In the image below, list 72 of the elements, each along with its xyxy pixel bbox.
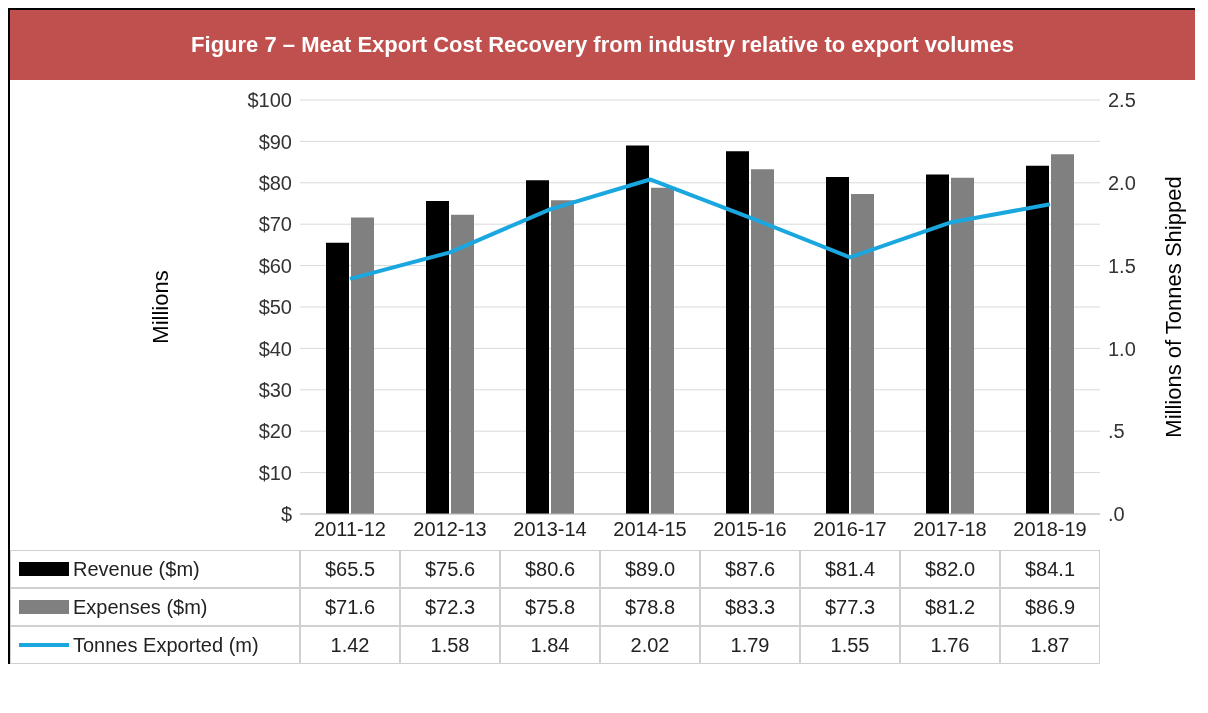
legend-label: Expenses ($m) [73, 595, 208, 619]
y-tick-label: $30 [258, 378, 292, 401]
bar [451, 214, 474, 514]
y-tick-label: $90 [258, 130, 292, 153]
data-label: $77.3 [800, 588, 900, 626]
y-tick-label: $20 [258, 420, 292, 443]
bar [326, 242, 349, 514]
y-tick-label: $40 [258, 337, 292, 360]
legend-label: Tonnes Exported (m) [73, 633, 259, 657]
data-label: $75.8 [500, 588, 600, 626]
data-label: $83.3 [700, 588, 800, 626]
bar [751, 169, 774, 514]
bar [826, 177, 849, 514]
bar [551, 200, 574, 514]
data-label: $80.6 [500, 550, 600, 588]
data-label: $86.9 [1000, 588, 1100, 626]
data-label: $81.4 [800, 550, 900, 588]
bar [1026, 165, 1049, 514]
y2-tick-label: .5 [1108, 420, 1125, 443]
x-tick-label: 2015-16 [713, 518, 787, 541]
y2-axis-title: Millions of Tonnes Shipped [1160, 176, 1186, 438]
data-label: 1.79 [700, 626, 800, 664]
data-label: 2.02 [600, 626, 700, 664]
x-tick-label: 2014-15 [613, 518, 687, 541]
y2-tick-label: 2.5 [1108, 89, 1136, 112]
bar [726, 151, 749, 514]
data-label: $72.3 [400, 588, 500, 626]
bar [1051, 154, 1074, 514]
bar [926, 174, 949, 514]
y2-tick-label: .0 [1108, 503, 1125, 526]
data-label: 1.55 [800, 626, 900, 664]
x-tick-label: 2017-18 [913, 518, 987, 541]
y-tick-label: $80 [258, 171, 292, 194]
x-tick-label: 2012-13 [413, 518, 487, 541]
data-label: $82.0 [900, 550, 1000, 588]
y-axis-title: Millions [147, 270, 173, 344]
data-label: $87.6 [700, 550, 800, 588]
x-tick-label: 2016-17 [813, 518, 887, 541]
chart-title: Figure 7 – Meat Export Cost Recovery from industry relative to export volumes [10, 10, 1195, 80]
bar [426, 201, 449, 514]
x-tick-label: 2018-19 [1013, 518, 1087, 541]
bar [351, 217, 374, 514]
legend-label: Revenue ($m) [73, 557, 200, 581]
bar [626, 145, 649, 514]
data-label: $78.8 [600, 588, 700, 626]
y-tick-label: $50 [258, 296, 292, 319]
data-label: $84.1 [1000, 550, 1100, 588]
y-tick-label: $60 [258, 254, 292, 277]
data-label: $65.5 [300, 550, 400, 588]
y2-tick-label: 2.0 [1108, 171, 1136, 194]
y-tick-label: $ [280, 503, 292, 526]
data-label: 1.42 [300, 626, 400, 664]
bar [851, 193, 874, 514]
data-label: 1.58 [400, 626, 500, 664]
data-label: $81.2 [900, 588, 1000, 626]
data-label: 1.87 [1000, 626, 1100, 664]
data-label: 1.84 [500, 626, 600, 664]
y-tick-label: $100 [247, 89, 292, 112]
line-series [348, 177, 1052, 281]
y-tick-label: $10 [258, 461, 292, 484]
data-label: 1.76 [900, 626, 1000, 664]
bar [526, 180, 549, 514]
y-tick-label: $70 [258, 213, 292, 236]
data-label: $75.6 [400, 550, 500, 588]
y2-tick-label: 1.0 [1108, 337, 1136, 360]
bar [651, 187, 674, 514]
y2-tick-label: 1.5 [1108, 254, 1136, 277]
bar [951, 177, 974, 514]
x-tick-label: 2013-14 [513, 518, 587, 541]
data-label: $71.6 [300, 588, 400, 626]
data-label: $89.0 [600, 550, 700, 588]
x-tick-label: 2011-12 [314, 518, 386, 541]
